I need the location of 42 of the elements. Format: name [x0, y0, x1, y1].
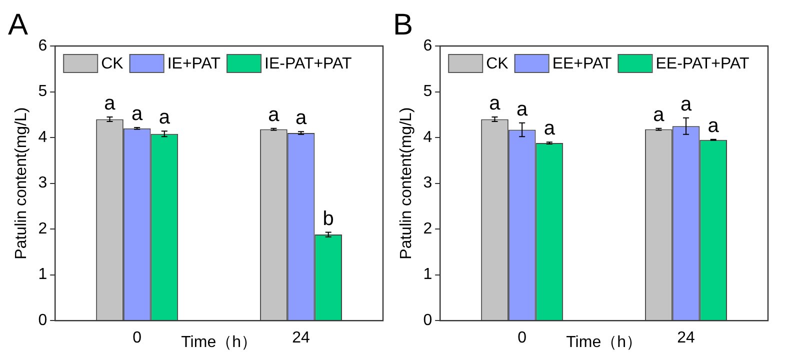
annotation: a: [132, 102, 144, 125]
y-tick-label: 4: [38, 128, 48, 146]
annotation: a: [680, 93, 692, 116]
x-tick-label: 0: [518, 330, 527, 347]
y-tick-label: 5: [423, 83, 432, 100]
legend-label: EE-PAT+PAT: [656, 55, 750, 72]
y-tick-label: 3: [423, 174, 432, 192]
annotation: a: [544, 118, 556, 140]
legend-label: EE+PAT: [552, 55, 612, 72]
annotation: a: [104, 92, 116, 114]
chart-title: B: [393, 8, 414, 42]
y-tick-label: 2: [38, 220, 48, 238]
annotation: a: [489, 92, 502, 114]
x-tick-label: 24: [292, 330, 310, 347]
y-tick-label: 2: [423, 220, 432, 238]
annotation: a: [295, 107, 308, 130]
y-tick-label: 6: [38, 37, 48, 54]
y-tick-label: 0: [423, 312, 432, 330]
legend-label: CK: [486, 55, 509, 72]
annotation: a: [653, 104, 666, 126]
y-tick-label: 0: [38, 312, 48, 330]
legend-label: IE-PAT+PAT: [264, 55, 352, 72]
annotation: a: [268, 104, 280, 126]
annotation: b: [322, 208, 334, 230]
x-axis-title: Time（h）: [566, 334, 642, 351]
x-tick-label: 0: [132, 330, 142, 347]
chart-title: A: [8, 8, 28, 42]
y-tick-label: 3: [38, 174, 48, 192]
annotation: a: [158, 106, 171, 129]
y-tick-label: 5: [38, 83, 48, 100]
annotation: a: [708, 114, 720, 137]
y-axis-title: Patulin content(mg/L): [13, 107, 30, 260]
x-tick-label: 24: [677, 330, 696, 347]
legend-label: IE+PAT: [167, 55, 221, 72]
y-tick-label: 6: [423, 37, 432, 54]
x-axis-title: Time（h）: [181, 334, 257, 351]
legend-label: CK: [101, 55, 124, 72]
y-axis-title: Patulin content(mg/L): [398, 107, 416, 260]
y-tick-label: 1: [423, 266, 432, 284]
y-tick-label: 1: [38, 266, 48, 284]
y-tick-label: 4: [423, 128, 432, 146]
annotation: a: [516, 98, 529, 120]
